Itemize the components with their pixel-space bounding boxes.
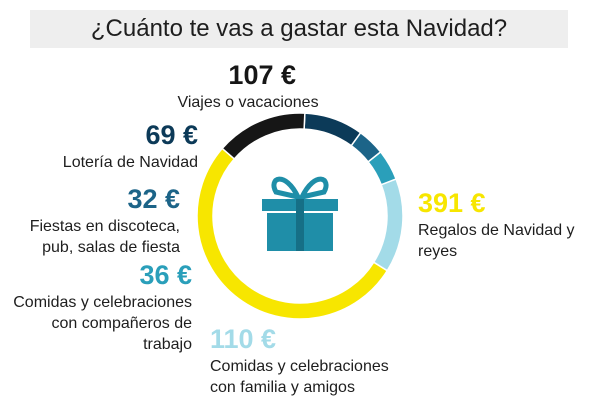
- category-label: Regalos de Navidad y reyes: [418, 222, 575, 260]
- category-label: Comidas y celebraciones con compañeros d…: [13, 294, 192, 353]
- label: 110 € Comidas y celebraciones con familia…: [210, 324, 410, 398]
- category-label: Fiestas en discoteca, pub, salas de fies…: [29, 218, 180, 256]
- value-label: 36 €: [139, 260, 192, 290]
- label: 391 € Regalos de Navidad y reyes: [418, 188, 583, 262]
- category-label: Comidas y celebraciones con familia y am…: [210, 358, 389, 396]
- value-label: 107 €: [228, 60, 296, 90]
- donut-segment: [372, 177, 404, 272]
- donut-segment: [221, 112, 306, 160]
- donut-segment: [303, 112, 362, 147]
- value-label: 391 €: [418, 188, 486, 218]
- chart-title: ¿Cuánto te vas a gastar esta Navidad?: [30, 10, 568, 48]
- value-label: 110 €: [210, 324, 277, 354]
- category-label: Viajes o vacaciones: [177, 94, 319, 111]
- label: 32 € Fiestas en discoteca, pub, salas de …: [20, 184, 180, 258]
- donut-segment: [367, 150, 398, 186]
- gift-icon: [262, 176, 338, 251]
- category-label: Lotería de Navidad: [62, 154, 198, 171]
- donut-segment: [350, 131, 382, 163]
- label: 69 € Lotería de Navidad: [20, 120, 198, 173]
- label: 107 € Viajes o vacaciones: [138, 60, 358, 113]
- value-label: 32 €: [127, 184, 180, 214]
- label: 36 € Comidas y celebraciones con compañer…: [12, 260, 192, 355]
- value-label: 69 €: [145, 120, 198, 150]
